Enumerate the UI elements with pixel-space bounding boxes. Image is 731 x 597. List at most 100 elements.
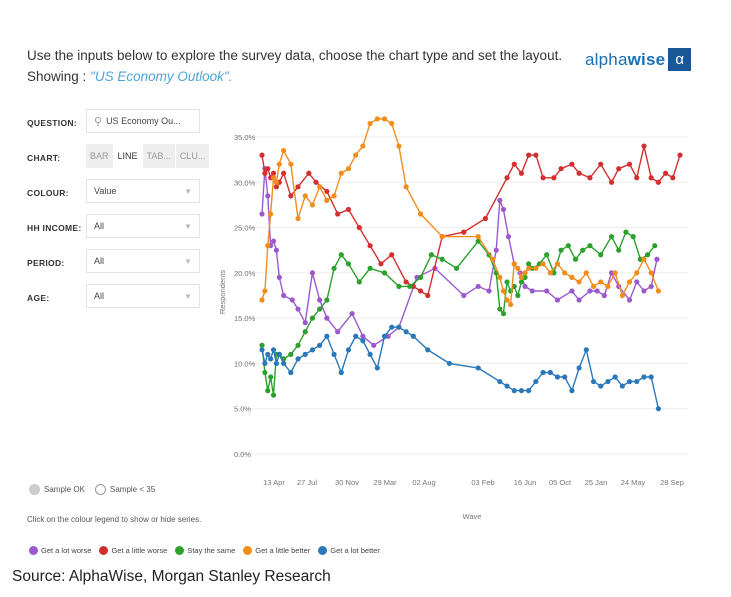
data-point[interactable] bbox=[396, 324, 402, 330]
data-point[interactable] bbox=[265, 166, 271, 172]
data-point[interactable] bbox=[356, 224, 362, 231]
data-point[interactable] bbox=[518, 388, 525, 394]
data-point[interactable] bbox=[302, 329, 308, 335]
data-point[interactable] bbox=[587, 288, 593, 294]
hh-income-select[interactable]: All ▼ bbox=[86, 214, 200, 238]
data-point[interactable] bbox=[324, 188, 330, 194]
legend-item-lot-better[interactable]: Get a lot better bbox=[318, 546, 380, 555]
data-point[interactable] bbox=[270, 175, 277, 181]
data-point[interactable] bbox=[522, 283, 528, 290]
data-point[interactable] bbox=[511, 261, 517, 267]
data-point[interactable] bbox=[317, 342, 323, 348]
data-point[interactable] bbox=[338, 170, 344, 176]
data-point[interactable] bbox=[403, 279, 409, 285]
data-point[interactable] bbox=[439, 256, 445, 262]
data-point[interactable] bbox=[554, 261, 561, 267]
data-point[interactable] bbox=[608, 234, 615, 240]
data-point[interactable] bbox=[324, 197, 330, 203]
data-point[interactable] bbox=[259, 342, 265, 348]
data-point[interactable] bbox=[345, 166, 352, 172]
data-point[interactable] bbox=[403, 329, 409, 335]
data-point[interactable] bbox=[360, 143, 366, 149]
colour-select[interactable]: Value ▼ bbox=[86, 179, 200, 203]
data-point[interactable] bbox=[626, 378, 633, 385]
chart-type-line[interactable]: LINE bbox=[113, 144, 143, 168]
data-point[interactable] bbox=[598, 161, 604, 167]
data-point[interactable] bbox=[655, 288, 661, 294]
data-point[interactable] bbox=[360, 338, 366, 344]
data-point[interactable] bbox=[554, 374, 561, 380]
data-point[interactable] bbox=[295, 342, 301, 348]
data-point[interactable] bbox=[268, 356, 274, 362]
data-point[interactable] bbox=[569, 274, 575, 280]
data-point[interactable] bbox=[522, 274, 528, 280]
data-point[interactable] bbox=[288, 369, 294, 376]
data-point[interactable] bbox=[475, 365, 481, 371]
data-point[interactable] bbox=[598, 252, 604, 258]
data-point[interactable] bbox=[619, 383, 625, 389]
age-select[interactable]: All ▼ bbox=[86, 284, 200, 308]
data-point[interactable] bbox=[335, 329, 341, 335]
data-point[interactable] bbox=[273, 179, 280, 185]
data-point[interactable] bbox=[547, 369, 553, 376]
data-point[interactable] bbox=[508, 301, 514, 308]
data-point[interactable] bbox=[569, 388, 575, 394]
data-point[interactable] bbox=[417, 274, 424, 280]
data-point[interactable] bbox=[407, 283, 413, 290]
data-point[interactable] bbox=[533, 265, 539, 271]
data-point[interactable] bbox=[565, 243, 571, 249]
data-point[interactable] bbox=[533, 152, 539, 158]
data-point[interactable] bbox=[288, 161, 294, 167]
data-point[interactable] bbox=[381, 116, 388, 122]
data-point[interactable] bbox=[309, 270, 316, 276]
data-point[interactable] bbox=[511, 388, 517, 394]
data-point[interactable] bbox=[490, 256, 496, 262]
data-point[interactable] bbox=[306, 170, 312, 176]
data-point[interactable] bbox=[270, 170, 277, 176]
data-point[interactable] bbox=[612, 270, 618, 276]
data-point[interactable] bbox=[641, 256, 647, 262]
data-point[interactable] bbox=[598, 383, 604, 389]
data-point[interactable] bbox=[273, 247, 280, 253]
data-point[interactable] bbox=[587, 175, 593, 181]
data-point[interactable] bbox=[504, 279, 510, 285]
data-point[interactable] bbox=[313, 179, 319, 185]
data-point[interactable] bbox=[612, 374, 618, 380]
data-point[interactable] bbox=[331, 351, 337, 357]
data-point[interactable] bbox=[652, 243, 658, 249]
data-point[interactable] bbox=[353, 333, 359, 339]
legend-item-little-better[interactable]: Get a little better bbox=[243, 546, 310, 555]
data-point[interactable] bbox=[526, 265, 532, 271]
data-point[interactable] bbox=[504, 383, 510, 389]
showing-link[interactable]: "US Economy Outlook". bbox=[90, 69, 233, 84]
data-point[interactable] bbox=[268, 211, 274, 217]
data-point[interactable] bbox=[529, 288, 535, 294]
data-point[interactable] bbox=[439, 234, 445, 240]
data-point[interactable] bbox=[270, 238, 277, 244]
data-point[interactable] bbox=[270, 347, 277, 353]
data-point[interactable] bbox=[309, 202, 316, 208]
data-point[interactable] bbox=[270, 392, 277, 398]
data-point[interactable] bbox=[526, 388, 532, 394]
data-point[interactable] bbox=[608, 179, 615, 185]
data-point[interactable] bbox=[302, 351, 308, 357]
data-point[interactable] bbox=[554, 297, 561, 303]
data-point[interactable] bbox=[547, 270, 553, 276]
data-point[interactable] bbox=[594, 288, 600, 294]
data-point[interactable] bbox=[648, 270, 654, 276]
data-point[interactable] bbox=[288, 351, 294, 357]
data-point[interactable] bbox=[482, 215, 489, 222]
data-point[interactable] bbox=[583, 347, 589, 353]
data-point[interactable] bbox=[562, 374, 568, 380]
legend-item-lot-worse[interactable]: Get a lot worse bbox=[29, 546, 91, 555]
data-point[interactable] bbox=[389, 252, 395, 258]
data-point[interactable] bbox=[504, 175, 510, 181]
data-point[interactable] bbox=[616, 166, 622, 172]
data-point[interactable] bbox=[634, 175, 640, 181]
data-point[interactable] bbox=[608, 270, 615, 276]
data-point[interactable] bbox=[417, 288, 424, 294]
data-point[interactable] bbox=[569, 288, 575, 294]
data-point[interactable] bbox=[641, 374, 647, 380]
data-point[interactable] bbox=[540, 261, 546, 267]
data-point[interactable] bbox=[644, 252, 651, 258]
